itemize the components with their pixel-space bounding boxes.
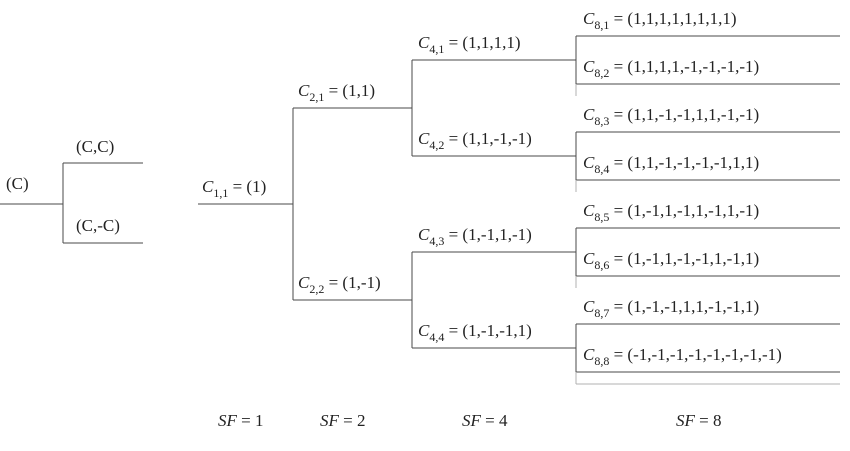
- code-value: = (1,-1,-1,1): [444, 321, 532, 340]
- code-symbol: C: [298, 273, 310, 292]
- code-symbol: C: [583, 57, 595, 76]
- code-subscript: 4,2: [429, 138, 445, 152]
- code-label-c43: C4,3 = (1,-1,1,-1): [418, 225, 532, 247]
- code-label-c88: C8,8 = (-1,-1,-1,-1,-1,-1,-1,-1): [583, 345, 782, 367]
- code-label-c83: C8,3 = (1,1,-1,-1,1,1,-1,-1): [583, 105, 760, 127]
- generic-root-label: (C): [6, 174, 29, 193]
- code-symbol: C: [418, 129, 430, 148]
- code-subscript: 8,2: [594, 66, 610, 80]
- generic-upper-label: (C,C): [76, 137, 115, 156]
- code-subscript: 2,1: [309, 90, 325, 104]
- code-value: = (-1,-1,-1,-1,-1,-1,-1,-1): [609, 345, 782, 364]
- code-value: = (1): [228, 177, 267, 196]
- code-subscript: 8,3: [594, 114, 610, 128]
- code-value: = (1,1,-1,-1): [444, 129, 532, 148]
- code-subscript: 8,7: [594, 306, 610, 320]
- sf-label-1: SF = 1: [218, 411, 264, 430]
- code-label-c86: C8,6 = (1,-1,1,-1,-1,1,-1,1): [583, 249, 760, 271]
- sf-label-8: SF = 8: [676, 411, 722, 430]
- code-subscript: 8,5: [594, 210, 610, 224]
- code-symbol: C: [583, 9, 595, 28]
- code-value: = (1,1,1,1,-1,-1,-1,-1): [609, 57, 760, 76]
- code-symbol: C: [418, 321, 430, 340]
- code-label-c42: C4,2 = (1,1,-1,-1): [418, 129, 532, 151]
- sf-label-2: SF = 2: [320, 411, 366, 430]
- code-symbol: C: [583, 249, 595, 268]
- code-subscript: 4,3: [429, 234, 445, 248]
- code-value: = (1,1,1,1,1,1,1,1): [609, 9, 737, 28]
- code-symbol: C: [583, 153, 595, 172]
- code-subscript: 1,1: [213, 186, 229, 200]
- code-value: = (1,1,1,1): [444, 33, 521, 52]
- code-symbol: C: [202, 177, 214, 196]
- code-symbol: C: [583, 201, 595, 220]
- code-subscript: 8,6: [594, 258, 610, 272]
- code-subscript: 2,2: [309, 282, 325, 296]
- code-symbol: C: [583, 105, 595, 124]
- code-label-c82: C8,2 = (1,1,1,1,-1,-1,-1,-1): [583, 57, 760, 79]
- code-subscript: 8,1: [594, 18, 610, 32]
- code-label-c85: C8,5 = (1,-1,1,-1,1,-1,1,-1): [583, 201, 760, 223]
- code-value: = (1,1,-1,-1,-1,-1,1,1): [609, 153, 760, 172]
- code-subscript: 4,4: [429, 330, 445, 344]
- sf-label-4: SF = 4: [462, 411, 508, 430]
- code-label-c41: C4,1 = (1,1,1,1): [418, 33, 521, 55]
- code-symbol: C: [583, 297, 595, 316]
- code-symbol: C: [298, 81, 310, 100]
- code-value: = (1,-1,1,-1): [444, 225, 532, 244]
- code-label-c22: C2,2 = (1,-1): [298, 273, 381, 295]
- code-symbol: C: [418, 33, 430, 52]
- code-symbol: C: [583, 345, 595, 364]
- code-value: = (1,-1,1,-1,1,-1,1,-1): [609, 201, 760, 220]
- code-value: = (1,-1): [324, 273, 381, 292]
- code-value: = (1,-1,-1,1,1,-1,-1,1): [609, 297, 760, 316]
- code-symbol: C: [418, 225, 430, 244]
- code-subscript: 8,4: [594, 162, 610, 176]
- code-subscript: 4,1: [429, 42, 445, 56]
- code-label-c21: C2,1 = (1,1): [298, 81, 376, 103]
- code-label-c11: C1,1 = (1): [202, 177, 267, 199]
- code-subscript: 8,8: [594, 354, 610, 368]
- code-value: = (1,1): [324, 81, 376, 100]
- code-label-c84: C8,4 = (1,1,-1,-1,-1,-1,1,1): [583, 153, 760, 175]
- code-label-c81: C8,1 = (1,1,1,1,1,1,1,1): [583, 9, 737, 31]
- code-value: = (1,-1,1,-1,-1,1,-1,1): [609, 249, 760, 268]
- generic-lower-label: (C,-C): [76, 216, 120, 235]
- code-value: = (1,1,-1,-1,1,1,-1,-1): [609, 105, 760, 124]
- code-label-c44: C4,4 = (1,-1,-1,1): [418, 321, 532, 343]
- code-label-c87: C8,7 = (1,-1,-1,1,1,-1,-1,1): [583, 297, 760, 319]
